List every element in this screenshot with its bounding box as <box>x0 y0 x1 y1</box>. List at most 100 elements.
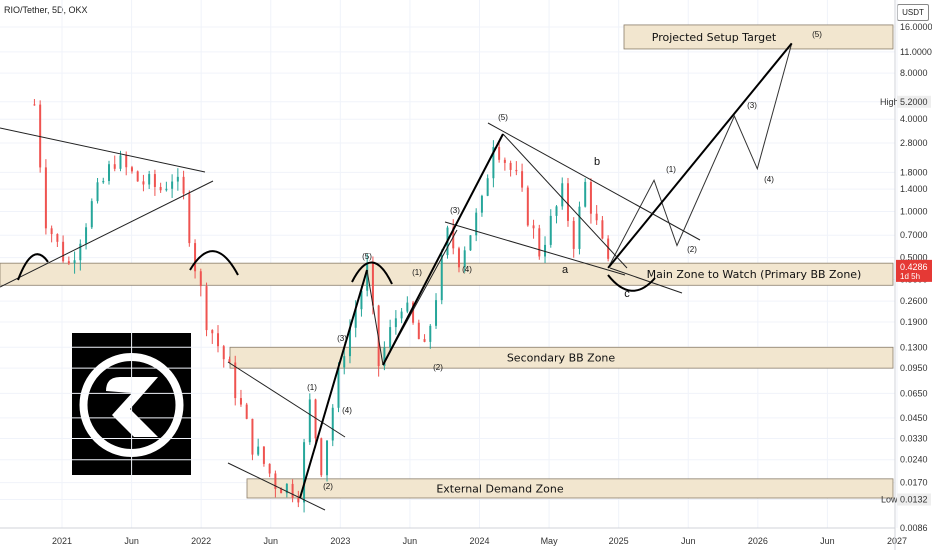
wave-label: (4) <box>764 175 774 184</box>
candle-body <box>589 181 592 214</box>
trendline-channel-upper-2024 <box>487 122 701 241</box>
price-tick-label: 11.0000 <box>900 47 932 57</box>
candle-body <box>153 174 156 187</box>
wave-label: a <box>562 264 569 276</box>
wave-label: (3) <box>450 206 460 215</box>
wave-label: c <box>624 288 630 300</box>
candle-body <box>601 220 604 239</box>
time-tick-label: Jun <box>263 536 278 546</box>
zone-label-secondary-zone: Secondary BB Zone <box>507 352 616 365</box>
price-tick-label: 1.4000 <box>900 184 928 194</box>
projection-path <box>607 43 793 269</box>
candle-body <box>584 181 587 207</box>
high-value-text: 5.2000 <box>900 97 928 107</box>
candle-body <box>423 339 426 342</box>
wave-label: (4) <box>342 406 352 415</box>
trendline-channel-lower-2024 <box>444 221 626 276</box>
price-tick-label: 0.7000 <box>900 230 928 240</box>
candle-body <box>578 206 581 249</box>
price-tick-label: 0.0950 <box>900 363 928 373</box>
candle-body <box>73 260 76 264</box>
price-tick-label: 1.0000 <box>900 206 928 216</box>
curved-arrow-arc-2021 <box>17 253 49 281</box>
wave-label: (5) <box>498 113 508 122</box>
candle-body <box>544 244 547 257</box>
wave-label: (1) <box>412 268 422 277</box>
current-price-text: 0.4286 <box>900 262 928 272</box>
trendline-wedge-lower-2021 <box>0 180 214 288</box>
time-tick-label: 2025 <box>609 536 629 546</box>
zone-projected-setup-target <box>623 24 894 50</box>
candle-body <box>228 359 231 363</box>
candle-body <box>119 155 122 169</box>
current-price-tag <box>896 259 932 282</box>
wave-label: (1) <box>666 165 676 174</box>
price-tick-label: 0.5000 <box>900 253 928 263</box>
candle-body <box>274 473 277 489</box>
candle-body <box>480 195 483 213</box>
candle-body <box>538 228 541 257</box>
candle-body <box>56 234 59 242</box>
candle-body <box>217 333 220 347</box>
candle-body <box>486 178 489 196</box>
price-tick-label: 16.0000 <box>900 22 932 32</box>
price-tick-label: 1.8000 <box>900 167 928 177</box>
candle-body <box>440 255 443 301</box>
price-tick-label: 0.0086 <box>900 523 928 533</box>
price-tick-label: 0.0170 <box>900 478 928 488</box>
zone-layer: Projected Setup Target Main Zone to Watch… <box>0 24 894 499</box>
candle-body <box>320 438 323 476</box>
candle-body <box>521 171 524 188</box>
high-marker-label: High <box>880 97 899 107</box>
candle-body <box>130 167 133 172</box>
time-tick-label: 2024 <box>469 536 489 546</box>
wave-label: (4) <box>462 265 472 274</box>
candle-body <box>194 243 197 272</box>
trendline-wedge-upper-2021 <box>0 127 206 173</box>
wave-label: (2) <box>687 245 697 254</box>
zone-main-zone <box>0 262 894 286</box>
candle-body <box>182 176 185 194</box>
candle-body <box>555 206 558 216</box>
candle-body <box>159 186 162 191</box>
candle-body <box>85 227 88 244</box>
candle-body <box>39 104 42 168</box>
wave-label: (3) <box>337 334 347 343</box>
candle-body <box>331 407 334 441</box>
zone-label-external-demand-zone: External Demand Zone <box>436 482 564 495</box>
zone-label-main-zone: Main Zone to Watch (Primary BB Zone) <box>647 268 862 281</box>
bold-impulse-2024 <box>382 133 504 366</box>
candle-body <box>394 318 397 328</box>
price-tick-label: 0.0330 <box>900 434 928 444</box>
time-tick-label: Jun <box>124 536 139 546</box>
candle-body <box>326 440 329 476</box>
candle-body <box>417 322 420 340</box>
candle-body <box>572 220 575 249</box>
candle-body <box>412 302 415 323</box>
candle-body <box>245 404 248 419</box>
time-tick-label: Jun <box>681 536 696 546</box>
high-value-tag <box>897 95 931 108</box>
candle-body <box>205 286 208 331</box>
candle-body <box>285 483 288 494</box>
candle-body <box>262 446 265 464</box>
candle-body <box>96 182 99 202</box>
trendline-wedge-upper-2022 <box>227 361 346 438</box>
candle-body <box>354 309 357 328</box>
low-marker-label: Low <box>881 494 898 504</box>
symbol-title: RIO/Tether, 5D, OKX <box>4 5 88 15</box>
wave-label: (1) <box>307 383 317 392</box>
price-tick-label: 0.1300 <box>900 342 928 352</box>
time-tick-label: 2027 <box>887 536 907 546</box>
candle-body <box>108 164 111 181</box>
candle-body <box>343 356 346 368</box>
zone-secondary-zone <box>229 346 894 369</box>
candle-body <box>251 418 254 455</box>
low-value-text: 0.0132 <box>900 494 928 504</box>
wave-label: (3) <box>747 101 757 110</box>
candle-body <box>469 235 472 251</box>
candle-body <box>33 104 36 106</box>
candle-body <box>337 367 340 408</box>
